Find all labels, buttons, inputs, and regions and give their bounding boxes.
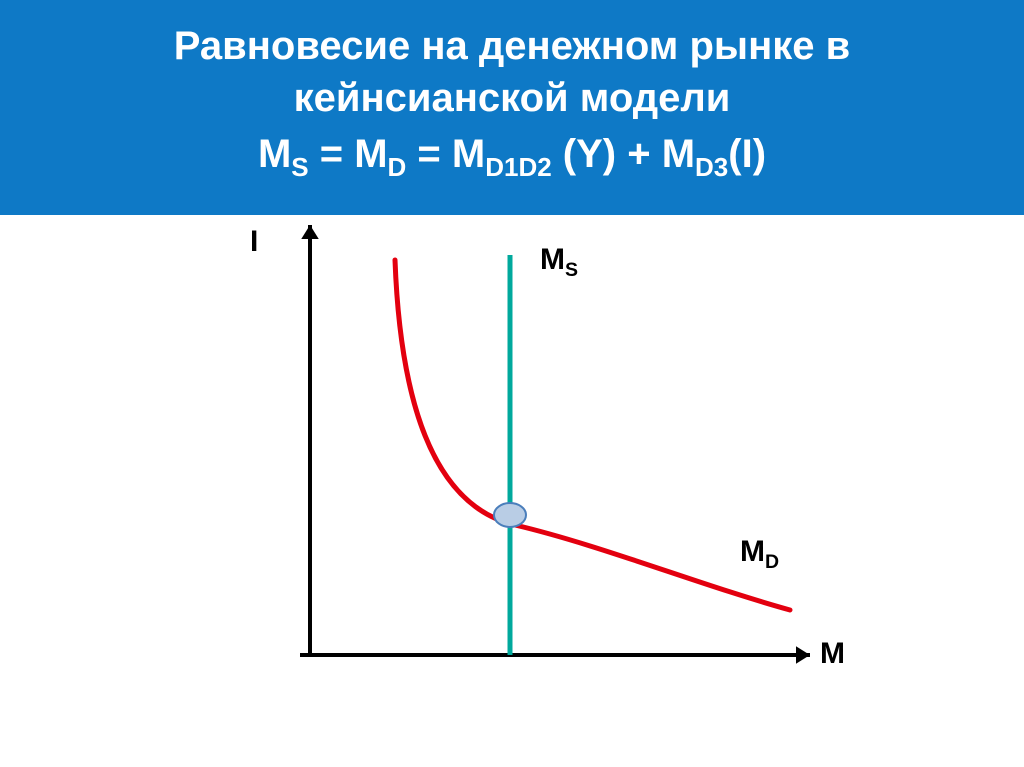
title-line-2: кейнсианской модели [40, 72, 984, 124]
x-axis-label: M [820, 637, 845, 671]
money-market-chart: I M MS MD [0, 215, 1024, 735]
title-formula: MS = MD = MD1D2 (Y) + MD3(I) [40, 128, 984, 185]
chart-svg [0, 215, 1024, 735]
y-axis-label: I [250, 225, 258, 259]
ms-curve-label: MS [540, 243, 578, 282]
slide-header: Равновесие на денежном рынке в кейнсианс… [0, 0, 1024, 215]
md-curve-label: MD [740, 535, 779, 574]
title-line-1: Равновесие на денежном рынке в [40, 20, 984, 72]
